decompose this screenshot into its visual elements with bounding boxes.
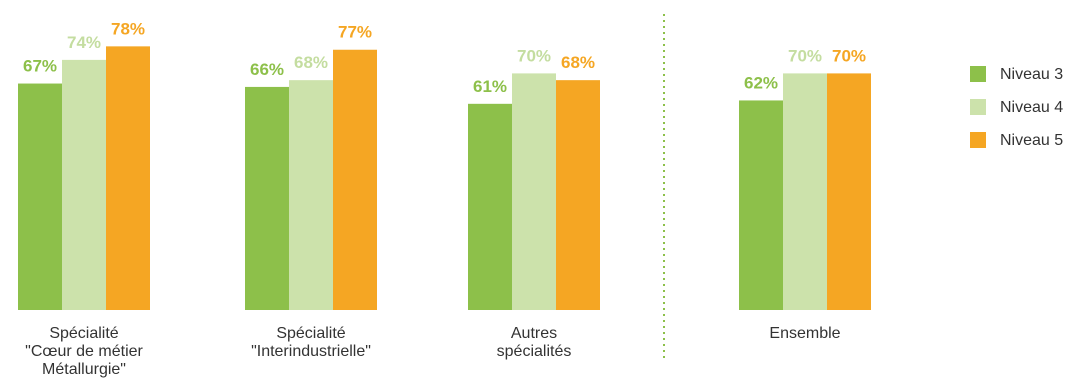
bar-niveau-5-cat-3	[827, 73, 871, 311]
value-label: 78%	[111, 19, 145, 38]
value-label: 70%	[832, 46, 866, 65]
bar-niveau-4-cat-2	[512, 73, 556, 311]
value-label: 74%	[67, 33, 101, 52]
value-label: 70%	[517, 46, 551, 65]
legend-label: Niveau 5	[1000, 132, 1063, 149]
value-label: 77%	[338, 23, 372, 42]
category-label: Autres spécialités	[497, 325, 572, 360]
bar-niveau-5-cat-1	[333, 49, 377, 311]
legend-swatch	[970, 66, 986, 82]
category-labels-group: Spécialité "Cœur de métier Métallurgie" Spé…	[25, 325, 841, 378]
category-label: Ensemble	[769, 325, 840, 342]
bar-niveau-4-cat-3	[783, 73, 827, 311]
legend-label: Niveau 4	[1000, 99, 1063, 116]
bars-group	[18, 46, 871, 311]
value-label: 62%	[744, 73, 778, 92]
bar-niveau-4-cat-1	[289, 80, 333, 310]
value-label: 67%	[23, 57, 57, 76]
bar-niveau-5-cat-2	[556, 80, 600, 310]
value-labels-group: 67% 74% 78% 66% 68% 77% 61% 70% 68% 62% 70% 70%	[23, 19, 866, 95]
legend-swatch	[970, 99, 986, 115]
legend: Niveau 3 Niveau 4 Niveau 5	[970, 66, 1063, 149]
value-label: 70%	[788, 46, 822, 65]
bar-niveau-5-cat-0	[106, 46, 150, 311]
value-label: 61%	[473, 77, 507, 96]
category-label: Spécialité "Cœur de métier Métallurgie"	[25, 325, 143, 378]
legend-label: Niveau 3	[1000, 66, 1063, 83]
bar-niveau-3-cat-0	[18, 83, 62, 310]
bar-niveau-3-cat-3	[739, 100, 783, 310]
category-label: Spécialité "Interindustrielle"	[251, 325, 371, 360]
value-label: 66%	[250, 60, 284, 79]
bar-niveau-3-cat-2	[468, 103, 512, 310]
value-label: 68%	[294, 53, 328, 72]
value-label: 68%	[561, 53, 595, 72]
legend-swatch	[970, 132, 986, 148]
bar-niveau-4-cat-0	[62, 59, 106, 310]
bar-niveau-3-cat-1	[245, 86, 289, 310]
